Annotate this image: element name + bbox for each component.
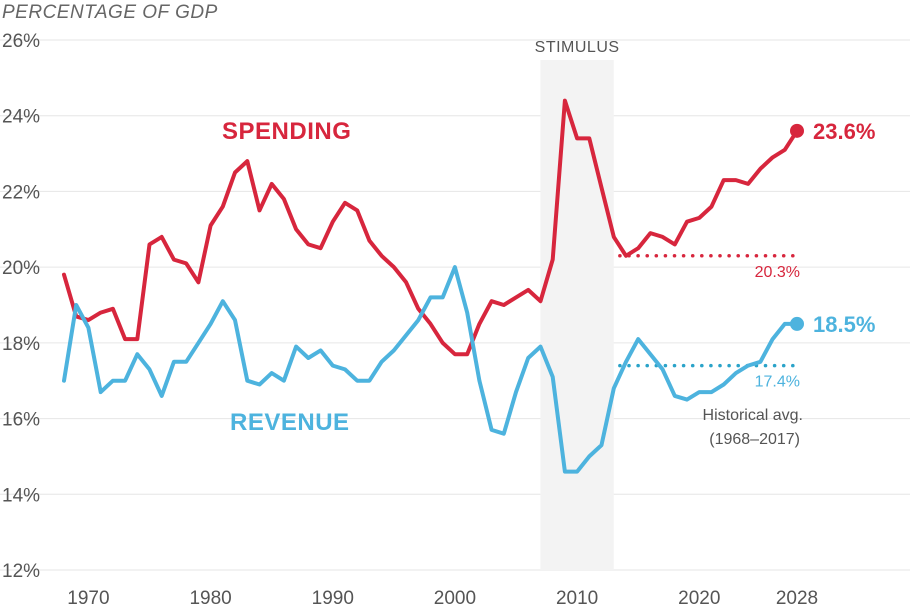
- stimulus-label: STIMULUS: [535, 39, 620, 56]
- x-tick-label: 1970: [67, 588, 109, 608]
- x-axis: 1970 1980 1990 2000 2010 2020 2028: [67, 588, 818, 608]
- historical-average-lines: 20.3% 17.4%: [618, 254, 800, 391]
- x-tick-label: 2020: [678, 588, 720, 608]
- revenue-end-value: 18.5%: [813, 312, 875, 337]
- spending-end-point: [790, 123, 804, 138]
- x-tick-label: 1980: [189, 588, 231, 608]
- spending-series-label: SPENDING: [222, 118, 351, 145]
- x-tick-label: 1990: [312, 588, 354, 608]
- revenue-line: [62, 265, 799, 474]
- historical-avg-note: Historical avg.: [703, 407, 803, 424]
- x-tick-label: 2000: [434, 588, 476, 608]
- historical-avg-value-spending: 20.3%: [755, 264, 800, 281]
- stimulus-shading: [540, 60, 614, 570]
- grid: [0, 39, 910, 571]
- y-tick-label: 26%: [2, 31, 40, 52]
- x-tick-label: 2028: [776, 588, 818, 608]
- y-tick-label: 18%: [2, 334, 40, 355]
- spending-line: [62, 98, 799, 357]
- y-axis: 12% 14% 16% 18% 20% 22% 24% 26%: [2, 31, 40, 582]
- y-tick-label: 22%: [2, 182, 40, 203]
- y-tick-label: 20%: [2, 258, 40, 279]
- revenue-series-label: REVENUE: [230, 409, 350, 436]
- y-tick-label: 16%: [2, 410, 40, 431]
- historical-avg-years: (1968–2017): [709, 431, 800, 448]
- y-tick-label: 24%: [2, 107, 40, 128]
- spending-end-value: 23.6%: [813, 119, 875, 144]
- y-tick-label: 12%: [2, 561, 40, 582]
- x-tick-label: 2010: [556, 588, 598, 608]
- y-tick-label: 14%: [2, 485, 40, 506]
- series-lines: 23.6% 18.5%: [62, 98, 875, 474]
- historical-avg-value-revenue: 17.4%: [755, 374, 800, 391]
- revenue-end-point: [790, 316, 804, 331]
- axis-title: PERCENTAGE OF GDP: [2, 2, 218, 23]
